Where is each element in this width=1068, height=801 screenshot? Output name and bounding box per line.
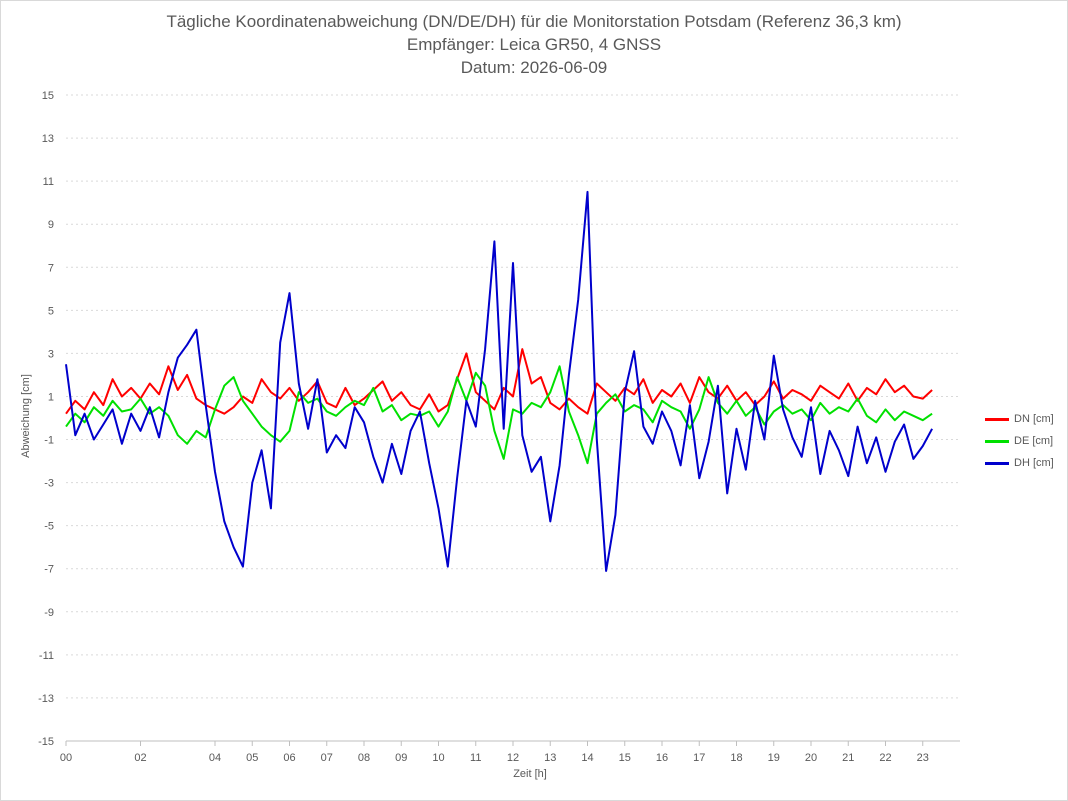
x-tick-label: 18 (730, 752, 742, 764)
x-tick-label: 02 (134, 752, 146, 764)
y-tick-label: -15 (38, 736, 54, 748)
y-tick-label: -11 (39, 650, 54, 662)
y-tick-label: 7 (48, 262, 54, 274)
x-tick-label: 14 (581, 752, 593, 764)
x-axis-ticks: 00 02 04 05 06 07 08 09 10 11 12 13 14 15 16 17 18 19 20 21… (60, 741, 929, 764)
legend-swatch-dh (985, 461, 1009, 465)
x-tick-label: 08 (358, 752, 370, 764)
y-tick-label: -1 (44, 435, 54, 447)
series-line-dh (65, 190, 933, 572)
y-tick-label: 13 (42, 133, 54, 145)
y-tick-label: -7 (44, 564, 54, 576)
chart-subtitle-receiver: Empfänger: Leica GR50, 4 GNSS (406, 35, 662, 54)
x-tick-label: 23 (917, 752, 929, 764)
series-lines (65, 190, 933, 572)
legend-item-de: DE [cm] (985, 430, 1054, 452)
y-axis-label: Abweichung [cm] (20, 374, 32, 458)
legend: DN [cm] DE [cm] DH [cm] (985, 408, 1054, 474)
legend-swatch-dn (985, 417, 1009, 421)
y-axis-ticks: 15 13 11 9 7 5 3 1 -1 -3 -5 -7 -9 -11 -13 -15 (38, 90, 54, 748)
y-tick-label: 3 (48, 348, 54, 360)
y-tick-label: 11 (43, 176, 54, 188)
y-tick-label: -9 (44, 607, 54, 619)
series-line-de (65, 365, 933, 465)
x-tick-label: 00 (60, 752, 72, 764)
y-tick-label: 15 (42, 90, 54, 102)
x-tick-label: 12 (507, 752, 519, 764)
legend-label-dn: DN [cm] (1014, 413, 1054, 425)
chart-subtitle-date: Datum: 2026-06-09 (460, 58, 608, 77)
x-tick-label: 07 (321, 752, 333, 764)
x-tick-label: 20 (805, 752, 817, 764)
x-tick-label: 09 (395, 752, 407, 764)
x-tick-label: 22 (879, 752, 891, 764)
x-tick-label: 04 (209, 752, 221, 764)
legend-swatch-de (985, 439, 1009, 443)
x-tick-label: 13 (544, 752, 556, 764)
legend-item-dn: DN [cm] (985, 408, 1054, 430)
y-tick-label: -5 (44, 521, 54, 533)
y-tick-label: 9 (48, 219, 54, 231)
x-tick-label: 17 (693, 752, 705, 764)
x-tick-label: 10 (432, 752, 444, 764)
x-tick-label: 06 (283, 752, 295, 764)
legend-label-de: DE [cm] (1014, 435, 1054, 447)
y-tick-label: 1 (48, 391, 54, 403)
y-tick-label: -13 (38, 693, 54, 705)
x-tick-label: 19 (768, 752, 780, 764)
x-tick-label: 05 (246, 752, 258, 764)
chart-title: Tägliche Koordinatenabweichung (DN/DE/DH… (166, 12, 902, 31)
y-tick-label: 5 (48, 305, 54, 317)
grid-lines (66, 94, 960, 742)
legend-item-dh: DH [cm] (985, 452, 1054, 474)
x-tick-label: 16 (656, 752, 668, 764)
x-tick-label: 11 (470, 752, 481, 764)
x-axis-label: Zeit [h] (513, 768, 547, 780)
series-line-dn (65, 348, 933, 415)
x-tick-label: 21 (842, 752, 854, 764)
y-tick-label: -3 (44, 478, 54, 490)
legend-label-dh: DH [cm] (1014, 457, 1054, 469)
x-tick-label: 15 (619, 752, 631, 764)
